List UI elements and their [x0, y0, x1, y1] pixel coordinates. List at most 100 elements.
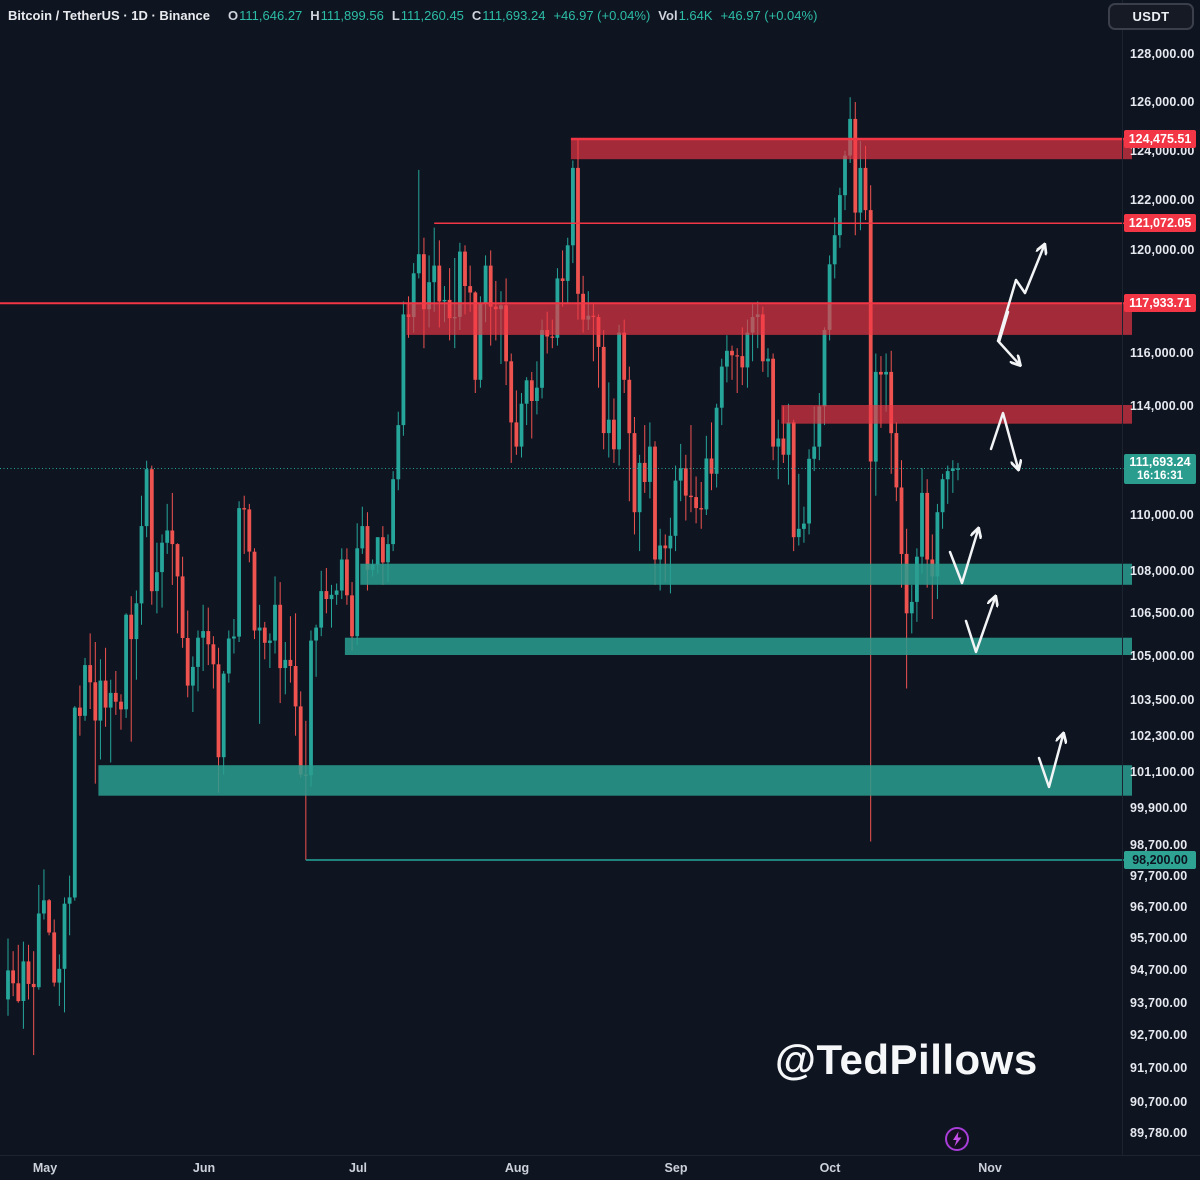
candle-body: [360, 526, 365, 549]
candle-body: [678, 468, 683, 481]
arrow-bounce-108250[interactable]: [948, 530, 978, 585]
candle-body: [817, 406, 822, 447]
candle-body: [673, 480, 678, 536]
candle-body: [868, 210, 873, 462]
price-tick-label: 128,000.00: [1130, 47, 1195, 61]
time-axis[interactable]: May Jun Jul Aug Sep Oct Nov: [0, 1156, 1200, 1180]
supply-zone-114050[interactable]: [781, 405, 1132, 424]
candle-body: [699, 508, 704, 510]
volume-value: 1.64K: [678, 7, 713, 23]
price-tick-label: 97,700.00: [1130, 869, 1188, 883]
price-tick-label: 114,000.00: [1130, 399, 1194, 413]
candle-body: [725, 350, 729, 367]
candle-body: [422, 254, 426, 310]
price-tick-label: 101,100.00: [1130, 765, 1195, 779]
supply-zone-124475[interactable]: [570, 139, 1132, 160]
candle-body: [211, 644, 216, 665]
candle-body: [863, 167, 868, 211]
price-tick-label: 96,700.00: [1130, 900, 1188, 914]
candle-body: [247, 509, 252, 552]
currency-toggle-button[interactable]: USDT: [1108, 3, 1194, 30]
candle-body: [935, 512, 940, 577]
candle-body: [550, 336, 555, 338]
candle-body: [458, 251, 462, 317]
price-axis[interactable]: 128,000.00 126,000.00 124,000.00 122,000.00…: [1122, 0, 1200, 1155]
candle-body: [786, 422, 791, 455]
candle-body: [899, 487, 904, 554]
time-tick-jun: Jun: [192, 1161, 216, 1175]
candle-body: [463, 251, 467, 286]
candle-body: [319, 591, 324, 628]
demand-zone-101300[interactable]: [98, 765, 1132, 796]
candle-body: [6, 970, 10, 1000]
candle-body: [827, 264, 832, 330]
candle-body: [67, 897, 72, 904]
candle-body: [401, 314, 406, 426]
candle-body: [622, 332, 627, 380]
candle-body: [78, 707, 82, 716]
price-tick-label: 116,000.00: [1130, 346, 1194, 360]
price-axis-divider: [1122, 0, 1123, 1155]
candle-body: [540, 330, 544, 388]
time-tick-nov: Nov: [978, 1161, 1002, 1175]
change-value: +46.97 (+0.04%): [553, 7, 651, 23]
candle-body: [62, 903, 67, 969]
candle-body: [473, 292, 478, 380]
candle-body: [375, 537, 380, 565]
levels-layer: [0, 222, 1132, 861]
demand-zone-105650[interactable]: [344, 637, 1132, 655]
price-tick-label: 105,000.00: [1130, 649, 1195, 663]
candle-body: [529, 380, 534, 401]
candle-body: [21, 961, 26, 1001]
candle-body: [365, 526, 370, 570]
candle-body: [514, 422, 519, 447]
price-tick-label: 126,000.00: [1130, 95, 1195, 109]
price-tick-label: 102,300.00: [1130, 729, 1195, 743]
arrow-bounce-105650[interactable]: [964, 598, 995, 654]
candle-body: [606, 419, 611, 434]
candle-body: [714, 407, 719, 474]
price-tick-label: 90,700.00: [1130, 1095, 1188, 1109]
candle-body: [16, 983, 21, 1002]
candle-body: [571, 167, 575, 246]
candle-body: [103, 680, 108, 708]
candle-body: [612, 419, 616, 450]
arrow-reject-down-117933[interactable]: [997, 310, 1019, 364]
price-tick-label: 98,700.00: [1130, 838, 1188, 852]
demand-zone-108250[interactable]: [360, 563, 1132, 585]
candle-body: [262, 627, 267, 643]
low-value: 111,260.45: [400, 7, 464, 23]
symbol-title[interactable]: Bitcoin / TetherUS · 1D · Binance: [8, 7, 211, 23]
lightning-marker-icon[interactable]: [943, 1125, 971, 1153]
candle-body: [416, 254, 421, 274]
price-tick-label: 108,000.00: [1130, 564, 1195, 578]
candle-body: [653, 446, 657, 560]
candle-body: [617, 332, 621, 450]
price-tick-label: 92,700.00: [1130, 1028, 1188, 1042]
candle-body: [853, 118, 858, 213]
price-level-badge: 124,475.51: [1124, 130, 1196, 148]
candle-body: [478, 302, 483, 380]
time-tick-may: May: [32, 1161, 58, 1175]
candle-body: [838, 195, 842, 236]
candle-body: [72, 707, 77, 898]
candle-body: [355, 548, 360, 637]
price-tick-label: 103,500.00: [1130, 693, 1195, 707]
candle-body: [144, 469, 149, 527]
candle-body: [437, 265, 442, 302]
candle-body: [745, 332, 750, 368]
arrow-reject-down-114050[interactable]: [989, 411, 1018, 468]
arrow-drawings-layer: [948, 246, 1063, 789]
candle-body: [719, 366, 724, 408]
arrow-breakout-up-117933[interactable]: [996, 246, 1044, 343]
close-label: C: [471, 7, 482, 23]
open-value: 111,646.27: [239, 7, 303, 23]
candle-body: [776, 438, 781, 447]
high-value: 111,899.56: [320, 7, 384, 23]
candle-body: [113, 692, 118, 702]
price-level-badge: 98,200.00: [1124, 851, 1196, 869]
candle-body: [807, 458, 811, 524]
arrow-bounce-101300[interactable]: [1037, 735, 1063, 789]
supply-zone-117933[interactable]: [406, 303, 1133, 335]
